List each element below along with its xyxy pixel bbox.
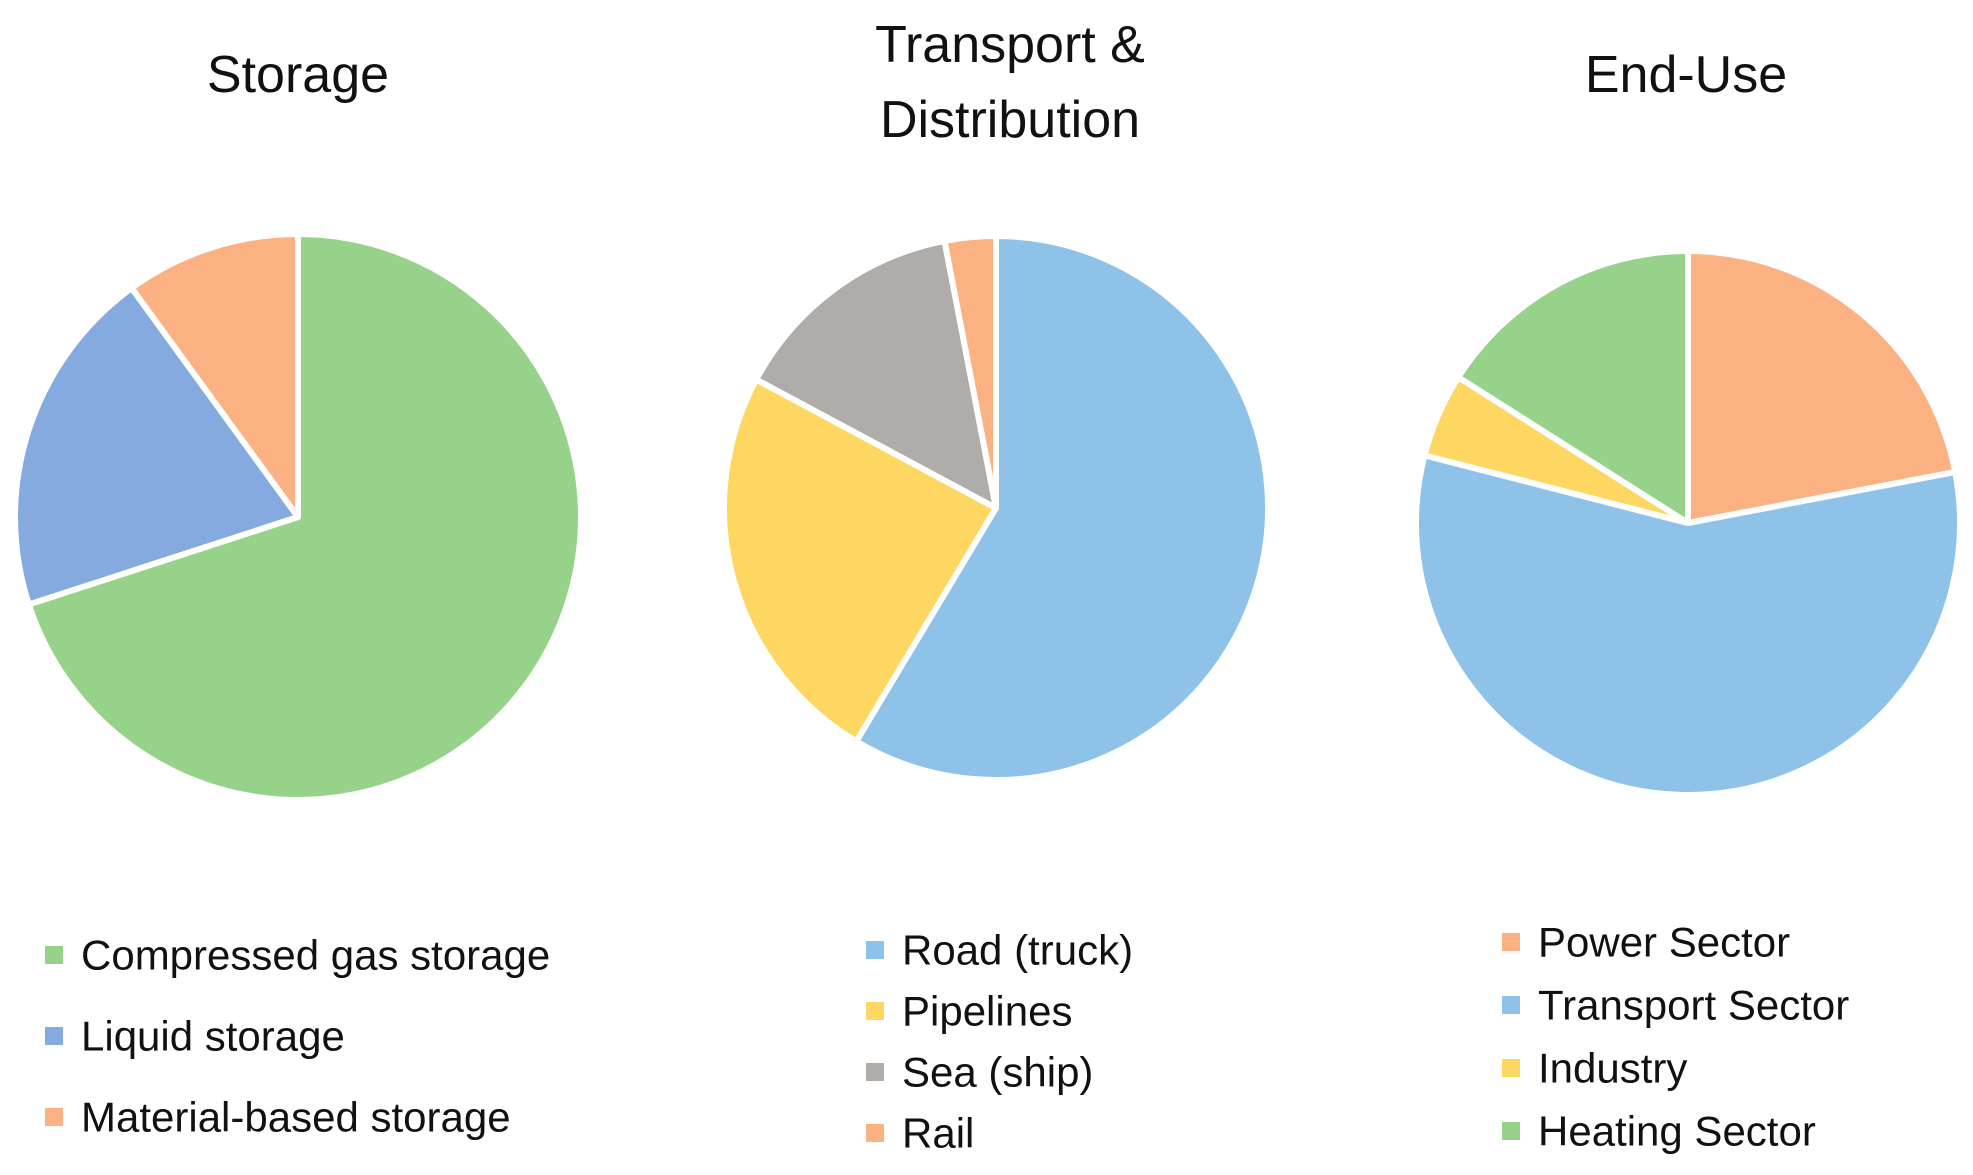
chart-storage: Storage Compressed gas storage Liquid sto… [12, 46, 584, 1141]
legend-label: Power Sector [1538, 919, 1790, 966]
pie-slice-pipelines [720, 376, 999, 745]
pie-slice-road-truck [853, 233, 1271, 783]
legend-label: Sea (ship) [902, 1049, 1093, 1096]
legend-end-use: Power Sector Transport Sector Industry Heat… [1502, 919, 1849, 1155]
legend-swatch [866, 1002, 884, 1020]
pie-slice-heating-sector [1455, 248, 1691, 526]
legend-swatch [1502, 1059, 1520, 1077]
legend-item-liquid-storage: Liquid storage [45, 1013, 345, 1060]
legend-item-transport-sector: Transport Sector [1502, 982, 1849, 1029]
pie-slice-transport-sector [1413, 452, 1963, 799]
legend-item-compressed-gas-storage: Compressed gas storage [45, 932, 550, 979]
legend-swatch [45, 946, 63, 964]
legend-swatch [1502, 1122, 1520, 1140]
legend-swatch [866, 941, 884, 959]
pie-slice-sea-ship [753, 237, 999, 511]
chart-title-line: Transport & [875, 16, 1145, 74]
legend-transport-distribution: Road (truck) Pipelines Sea (ship) Rail [866, 927, 1133, 1157]
legend-label: Rail [902, 1110, 974, 1157]
legend-label: Industry [1538, 1045, 1687, 1092]
legend-label: Material-based storage [81, 1094, 511, 1141]
pie-end-use [1413, 248, 1963, 799]
pie-slice-material-based-storage [128, 231, 301, 520]
chart-end-use: End-Use Power Sector Transport Sector Indu… [1413, 46, 1963, 1155]
pie-slice-power-sector [1685, 248, 1959, 526]
legend-label: Transport Sector [1538, 982, 1849, 1029]
legend-item-road-truck: Road (truck) [866, 927, 1133, 974]
legend-storage: Compressed gas storage Liquid storage Mate… [45, 932, 550, 1141]
legend-swatch [45, 1027, 63, 1045]
legend-item-heating-sector: Heating Sector [1502, 1108, 1816, 1155]
legend-label: Heating Sector [1538, 1108, 1816, 1155]
legend-item-power-sector: Power Sector [1502, 919, 1790, 966]
pie-slice-compressed-gas-storage [25, 231, 584, 803]
legend-item-sea-ship: Sea (ship) [866, 1049, 1093, 1096]
legend-label: Compressed gas storage [81, 932, 550, 979]
legend-label: Liquid storage [81, 1013, 345, 1060]
pie-slice-rail [941, 233, 999, 511]
legend-swatch [866, 1124, 884, 1142]
legend-label: Road (truck) [902, 927, 1133, 974]
legend-label: Pipelines [902, 988, 1072, 1035]
chart-transport-distribution: Transport & Distribution Road (truck) Pipe… [720, 16, 1271, 1157]
legend-swatch [45, 1108, 63, 1126]
pie-slice-liquid-storage [12, 285, 301, 608]
legend-item-pipelines: Pipelines [866, 988, 1072, 1035]
chart-title-line: Distribution [880, 91, 1140, 149]
legend-item-rail: Rail [866, 1110, 974, 1157]
chart-title-storage: Storage [207, 46, 389, 104]
legend-item-material-based-storage: Material-based storage [45, 1094, 511, 1141]
pie-storage [12, 231, 584, 803]
pie-transport-distribution [720, 233, 1271, 783]
chart-title-end-use: End-Use [1585, 46, 1787, 104]
chart-title-transport-distribution: Transport & Distribution [875, 16, 1145, 149]
legend-item-industry: Industry [1502, 1045, 1687, 1092]
legend-swatch [1502, 996, 1520, 1014]
legend-swatch [1502, 933, 1520, 951]
legend-swatch [866, 1063, 884, 1081]
